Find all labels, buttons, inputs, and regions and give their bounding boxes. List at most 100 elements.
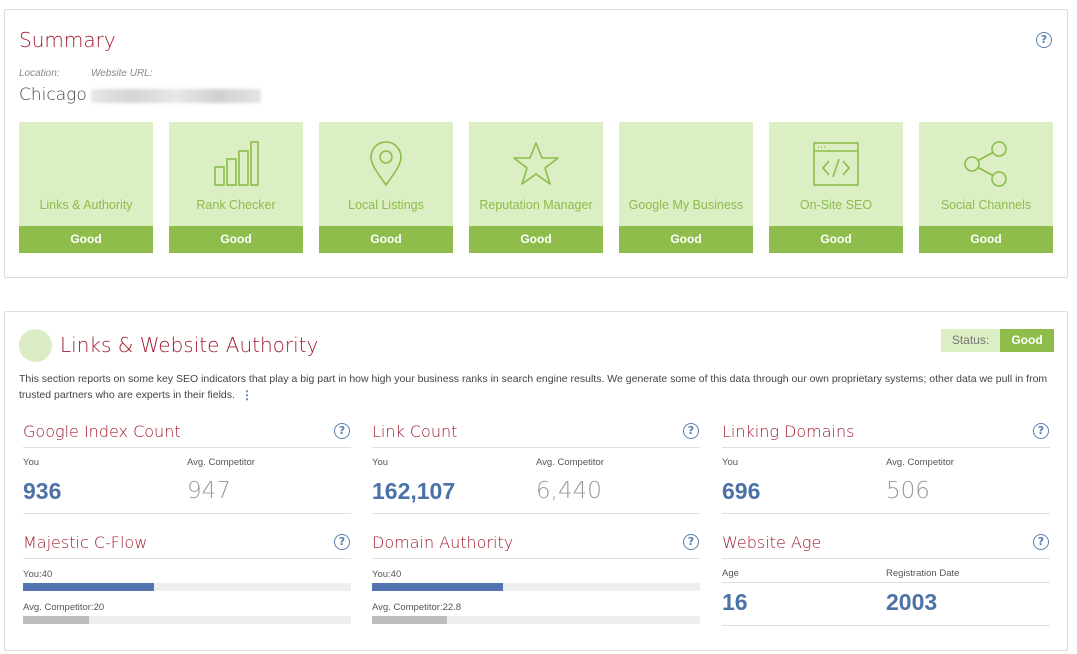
metric-website-age: Website Age ? Age Registration Date 16 2… xyxy=(722,533,1050,628)
competitor-value: 6,440 xyxy=(536,478,602,504)
divider xyxy=(23,558,351,559)
metric-title: Majestic C-Flow xyxy=(23,533,148,552)
competitor-progress-bar xyxy=(372,616,700,624)
card-label: On-Site SEO xyxy=(799,198,873,212)
location-value: Chicago xyxy=(19,85,87,105)
share-icon xyxy=(964,141,1007,187)
card-status-badge: Good xyxy=(19,226,153,253)
card-links-authority[interactable]: Links & Authority Good xyxy=(19,122,153,253)
metric-title: Website Age xyxy=(722,533,822,552)
metric-domain-authority: Domain Authority ? You:40 Avg. Competito… xyxy=(372,533,700,628)
description-text: This section reports on some key SEO ind… xyxy=(19,373,1048,401)
card-body: Reputation Manager xyxy=(469,122,603,226)
metric-title: Link Count xyxy=(372,422,458,441)
competitor-bar-label: Avg. Competitor:20 xyxy=(23,602,105,613)
divider xyxy=(722,625,1050,626)
metric-linking-domains: Linking Domains ? You Avg. Competitor 69… xyxy=(722,422,1050,514)
competitor-progress-fill xyxy=(372,616,447,624)
age-value: 16 xyxy=(722,589,748,615)
help-icon[interactable]: ? xyxy=(1033,534,1049,550)
card-status-badge: Good xyxy=(769,226,903,253)
registration-date-label: Registration Date xyxy=(886,568,960,579)
divider xyxy=(23,447,351,448)
competitor-label: Avg. Competitor xyxy=(536,457,604,468)
metric-title: Google Index Count xyxy=(23,422,181,441)
metric-title: Domain Authority xyxy=(372,533,514,552)
card-reputation-manager[interactable]: Reputation Manager Good xyxy=(469,122,603,253)
you-progress-fill xyxy=(23,583,155,591)
summary-panel: Summary ? Location: Website URL: Chicago… xyxy=(4,9,1068,278)
you-value: 162,107 xyxy=(372,478,456,504)
competitor-bar-label: Avg. Competitor:22.8 xyxy=(372,602,462,613)
more-options-icon[interactable]: ⋮ xyxy=(240,387,253,402)
card-label: Rank Checker xyxy=(196,198,276,212)
you-value: 696 xyxy=(722,478,761,504)
help-icon[interactable]: ? xyxy=(334,534,350,550)
location-label: Location: xyxy=(19,68,60,79)
you-label: You xyxy=(23,457,40,468)
website-url-redacted xyxy=(91,89,261,103)
section-description: This section reports on some key SEO ind… xyxy=(19,372,1049,403)
divider xyxy=(722,447,1050,448)
help-icon[interactable]: ? xyxy=(683,423,699,439)
registration-date-value: 2003 xyxy=(886,589,938,615)
card-status-badge: Good xyxy=(919,226,1053,253)
divider xyxy=(722,582,1050,583)
divider xyxy=(372,447,700,448)
status-indicator: Status: Good xyxy=(941,329,1054,352)
you-progress-bar xyxy=(372,583,700,591)
card-body: Google My Business xyxy=(619,122,753,226)
links-authority-panel: Links & Website Authority Status: Good T… xyxy=(4,311,1068,651)
card-rank-checker[interactable]: Rank Checker Good xyxy=(169,122,303,253)
card-label: Social Channels xyxy=(940,198,1032,212)
star-icon xyxy=(513,142,559,185)
you-label: You xyxy=(722,457,739,468)
competitor-value: 506 xyxy=(886,478,930,504)
you-progress-fill xyxy=(372,583,504,591)
card-status-badge: Good xyxy=(319,226,453,253)
card-social-channels[interactable]: Social Channels Good xyxy=(919,122,1053,253)
status-badge: Good xyxy=(1000,329,1054,352)
code-window-icon xyxy=(813,142,859,186)
help-icon[interactable]: ? xyxy=(1036,32,1052,48)
section-icon xyxy=(19,329,52,362)
you-label: You xyxy=(372,457,389,468)
you-bar-label: You:40 xyxy=(23,569,53,580)
card-body: Local Listings xyxy=(319,122,453,226)
status-label: Status: xyxy=(941,329,1000,352)
divider xyxy=(372,558,700,559)
card-body: Social Channels xyxy=(919,122,1053,226)
you-progress-bar xyxy=(23,583,351,591)
card-local-listings[interactable]: Local Listings Good xyxy=(319,122,453,253)
bar-chart-icon xyxy=(214,141,259,186)
map-pin-icon xyxy=(370,141,402,187)
metric-link-count: Link Count ? You Avg. Competitor 162,107… xyxy=(372,422,700,514)
card-label: Local Listings xyxy=(348,198,424,212)
card-body: On-Site SEO xyxy=(769,122,903,226)
you-bar-label: You:40 xyxy=(372,569,402,580)
competitor-progress-fill xyxy=(23,616,89,624)
card-status-badge: Good xyxy=(619,226,753,253)
divider xyxy=(372,513,700,514)
card-status-badge: Good xyxy=(169,226,303,253)
help-icon[interactable]: ? xyxy=(683,534,699,550)
summary-title: Summary xyxy=(19,28,116,52)
divider xyxy=(722,513,1050,514)
card-label: Links & Authority xyxy=(39,198,133,212)
help-icon[interactable]: ? xyxy=(334,423,350,439)
card-google-my-business[interactable]: Google My Business Good xyxy=(619,122,753,253)
card-label: Google My Business xyxy=(628,198,744,212)
competitor-label: Avg. Competitor xyxy=(886,457,954,468)
competitor-value: 947 xyxy=(187,478,231,504)
help-icon[interactable]: ? xyxy=(1033,423,1049,439)
metric-majestic-c-flow: Majestic C-Flow ? You:40 Avg. Competitor… xyxy=(23,533,351,628)
you-value: 936 xyxy=(23,478,62,504)
card-body: Links & Authority xyxy=(19,122,153,226)
section-title: Links & Website Authority xyxy=(60,333,319,357)
age-label: Age xyxy=(722,568,739,579)
card-body: Rank Checker xyxy=(169,122,303,226)
competitor-progress-bar xyxy=(23,616,351,624)
metric-google-index-count: Google Index Count ? You Avg. Competitor… xyxy=(23,422,351,514)
divider xyxy=(23,513,351,514)
card-on-site-seo[interactable]: On-Site SEO Good xyxy=(769,122,903,253)
